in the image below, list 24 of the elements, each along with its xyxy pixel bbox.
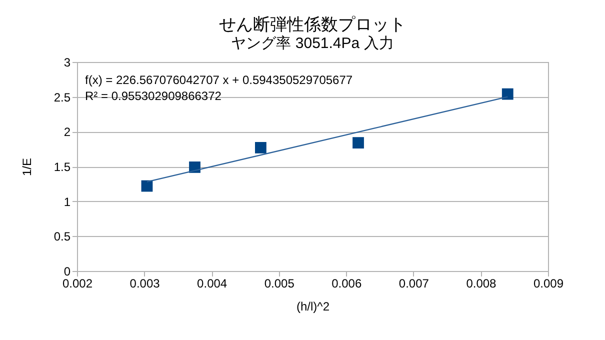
y-tick-label: 2 (64, 125, 71, 140)
x-tick-label: 0.006 (332, 276, 362, 290)
point (254, 142, 266, 154)
point (352, 137, 364, 149)
x-tick-label: 0.008 (466, 276, 497, 290)
y-tick-label: 3 (64, 56, 71, 70)
x-tick-label: 0.002 (62, 276, 93, 290)
x-axis-title: (h/l)^2 (296, 300, 330, 314)
annotation: R² = 0.955302909866372 (85, 89, 222, 103)
x-tick-label: 0.005 (264, 276, 295, 290)
y-tick-label: 1 (64, 194, 71, 209)
y-axis-title: 1/E (20, 158, 34, 176)
annotation: f(x) = 226.567076042707 x + 0.594350529705677 (85, 73, 353, 87)
x-tick-label: 0.003 (130, 276, 160, 290)
chart-subtitle: ヤング率 3051.4Pa 入力 (231, 35, 394, 52)
y-tick-label: 1.5 (54, 160, 71, 174)
y-tick-label: 2.5 (54, 90, 71, 104)
point (502, 88, 514, 100)
chart-title: せん断弾性係数プロット (219, 15, 406, 34)
y-tick-label: 0.5 (54, 230, 71, 244)
x-tick-label: 0.007 (398, 276, 430, 290)
y-tick-label: 0 (64, 264, 71, 278)
x-tick-label: 0.009 (533, 276, 564, 290)
x-tick-label: 0.004 (197, 276, 228, 290)
